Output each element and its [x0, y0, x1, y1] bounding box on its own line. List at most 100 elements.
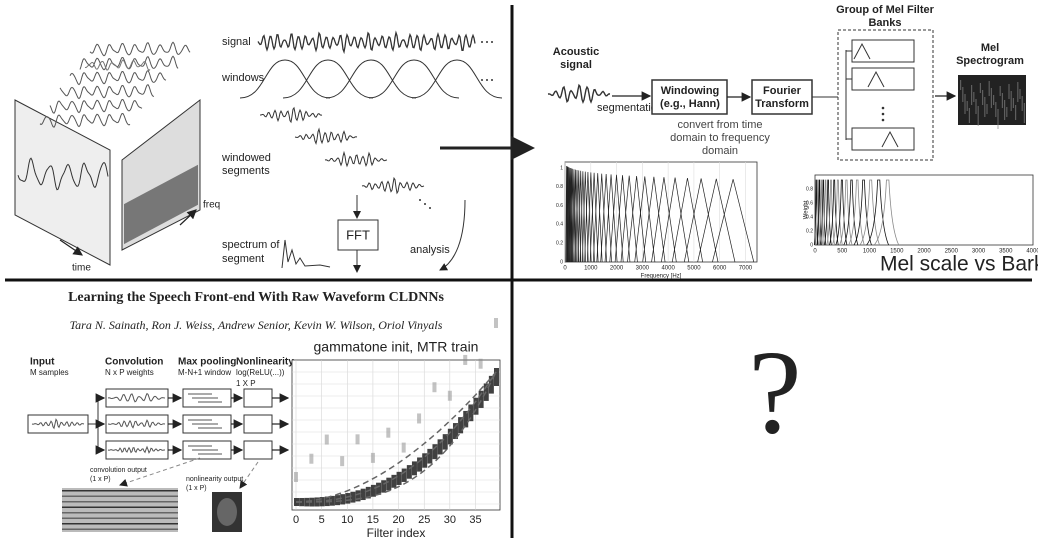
box	[243, 440, 273, 460]
box	[751, 79, 813, 115]
box	[337, 219, 379, 251]
heat-cell	[401, 442, 406, 453]
wave	[79, 55, 179, 71]
label: 2500	[945, 249, 959, 255]
label: Transform	[755, 98, 809, 110]
spectrogram-texture	[990, 88, 992, 108]
nonlin-texture	[217, 498, 237, 526]
box	[243, 414, 273, 434]
bark-filter	[816, 179, 822, 246]
spectrogram-texture	[995, 102, 997, 117]
mel-filter	[568, 167, 571, 263]
label: 0.4	[806, 214, 813, 220]
ellipsis	[424, 203, 426, 205]
label: 0.8	[806, 186, 813, 192]
wave	[39, 112, 131, 128]
heat-cell	[452, 423, 458, 440]
spectrogram-texture	[1004, 100, 1006, 120]
bark-filter	[873, 179, 900, 246]
mel-filter	[566, 166, 570, 263]
mel-filter	[574, 169, 580, 263]
label: 3500	[999, 249, 1013, 255]
label: Mel	[981, 42, 999, 54]
spectrogram-texture	[966, 101, 968, 111]
label: 3000	[972, 249, 986, 255]
ellipsis	[419, 199, 421, 201]
heat-cell	[401, 468, 407, 482]
heat-cell	[411, 461, 417, 476]
spectrogram-texture	[986, 104, 988, 114]
heat-cell	[417, 457, 423, 472]
label: 0	[560, 259, 563, 265]
label: gammatone init, MTR train	[314, 339, 479, 355]
window	[368, 59, 460, 99]
wave	[89, 41, 191, 57]
label: 0	[810, 242, 813, 248]
mel-filter	[572, 169, 576, 263]
wave	[69, 70, 167, 86]
bark-filter	[819, 179, 827, 246]
label: log(ReLU(...))	[236, 368, 285, 377]
heat-cell	[370, 484, 376, 497]
label: Tara N. Sainath, Ron J. Weiss, Andrew Se…	[70, 318, 443, 332]
mel-filter	[567, 167, 570, 263]
heat-cell	[391, 474, 397, 488]
label: Windowing	[661, 85, 720, 97]
spectrogram-texture	[1008, 84, 1010, 99]
heat-cell	[447, 390, 452, 401]
bark-filter	[843, 179, 859, 246]
heat-cell	[463, 354, 468, 365]
spectrogram-texture	[975, 99, 977, 114]
bark-filter	[821, 179, 829, 246]
wave	[107, 419, 166, 429]
pool	[188, 419, 222, 429]
label: 7000	[739, 266, 753, 272]
spectrogram-texture	[1023, 103, 1025, 123]
bark-filter	[866, 179, 889, 246]
box	[851, 67, 915, 91]
mel-filter	[634, 176, 656, 263]
heat-cell	[478, 358, 483, 369]
heat-cell	[432, 382, 437, 393]
label: 0.4	[556, 222, 563, 228]
heat-cell	[458, 417, 464, 434]
label: 0.8	[556, 184, 563, 190]
window	[282, 59, 374, 99]
mel-filter	[609, 174, 624, 263]
heat-cell	[463, 410, 469, 428]
heat-cell	[340, 456, 345, 467]
mel-filter	[671, 177, 703, 263]
ellipsis	[491, 79, 493, 81]
dashed-curve	[295, 371, 497, 503]
heat-cell	[294, 472, 298, 482]
label: 0.2	[556, 241, 563, 247]
wave	[49, 98, 143, 114]
mel-filter	[596, 173, 607, 263]
box	[814, 174, 1034, 246]
label: 1 X P	[236, 379, 256, 388]
arrow	[59, 239, 83, 256]
label: 0.6	[556, 203, 563, 209]
heat-cell	[365, 486, 371, 499]
ellipsis	[486, 79, 488, 81]
label: 4000	[1026, 249, 1038, 255]
heat-cell	[329, 495, 335, 506]
arrow	[179, 209, 197, 226]
box	[851, 127, 915, 151]
label: windows	[221, 72, 265, 84]
spectrogram-texture	[968, 108, 970, 123]
spectrogram-texture	[982, 90, 984, 105]
spectrogram-texture	[977, 106, 979, 126]
heat-cell	[488, 375, 494, 394]
spectrogram-texture	[997, 109, 999, 129]
wave	[17, 157, 109, 191]
label: 0.6	[806, 200, 813, 206]
ellipsis	[429, 207, 431, 209]
heat-cell	[406, 465, 412, 479]
dashed-arrow	[119, 457, 201, 487]
label: 3000	[636, 266, 650, 272]
flow	[88, 398, 99, 450]
heat-cell	[319, 497, 325, 507]
spectrogram-texture	[971, 85, 973, 105]
